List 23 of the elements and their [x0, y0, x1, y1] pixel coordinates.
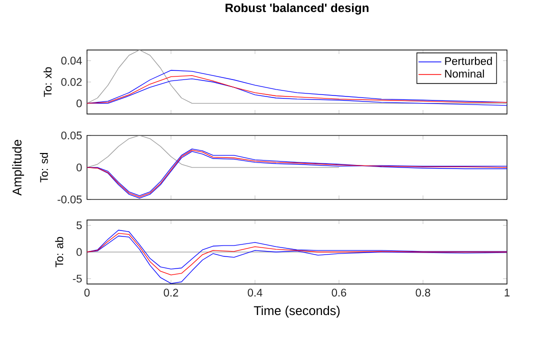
x-tick-label: 0: [84, 288, 90, 297]
y-axis-title: To: xb: [44, 67, 52, 97]
y-tick-label: 0: [76, 248, 82, 256]
y-tick-label: -5: [72, 274, 82, 282]
x-tick-label: 0.6: [332, 288, 346, 297]
y-tick-label: 0.05: [61, 132, 82, 140]
y-tick-label: 0: [76, 99, 82, 108]
y-tick-label: 5: [76, 221, 82, 230]
chart-title: Robust 'balanced' design: [226, 3, 368, 15]
x-tick-label: 1: [504, 288, 510, 296]
x-axis-title: Time (seconds): [254, 306, 340, 318]
y-axis-title: To: sd: [40, 152, 48, 182]
y-tick-label: -0.05: [58, 196, 82, 204]
legend-label: Nominal: [445, 70, 484, 78]
x-tick-label: 0.8: [416, 288, 430, 297]
y-tick-label: 0.02: [61, 78, 82, 86]
x-tick-label: 0.2: [164, 288, 178, 297]
y-tick-label: 0.04: [61, 56, 82, 65]
text: Amplitude: [12, 140, 24, 196]
x-tick-label: 0.4: [248, 288, 262, 297]
legend-label: Perturbed: [445, 56, 492, 65]
y-axis-title: To: ab: [55, 236, 64, 268]
y-tick-label: 0: [76, 164, 82, 172]
